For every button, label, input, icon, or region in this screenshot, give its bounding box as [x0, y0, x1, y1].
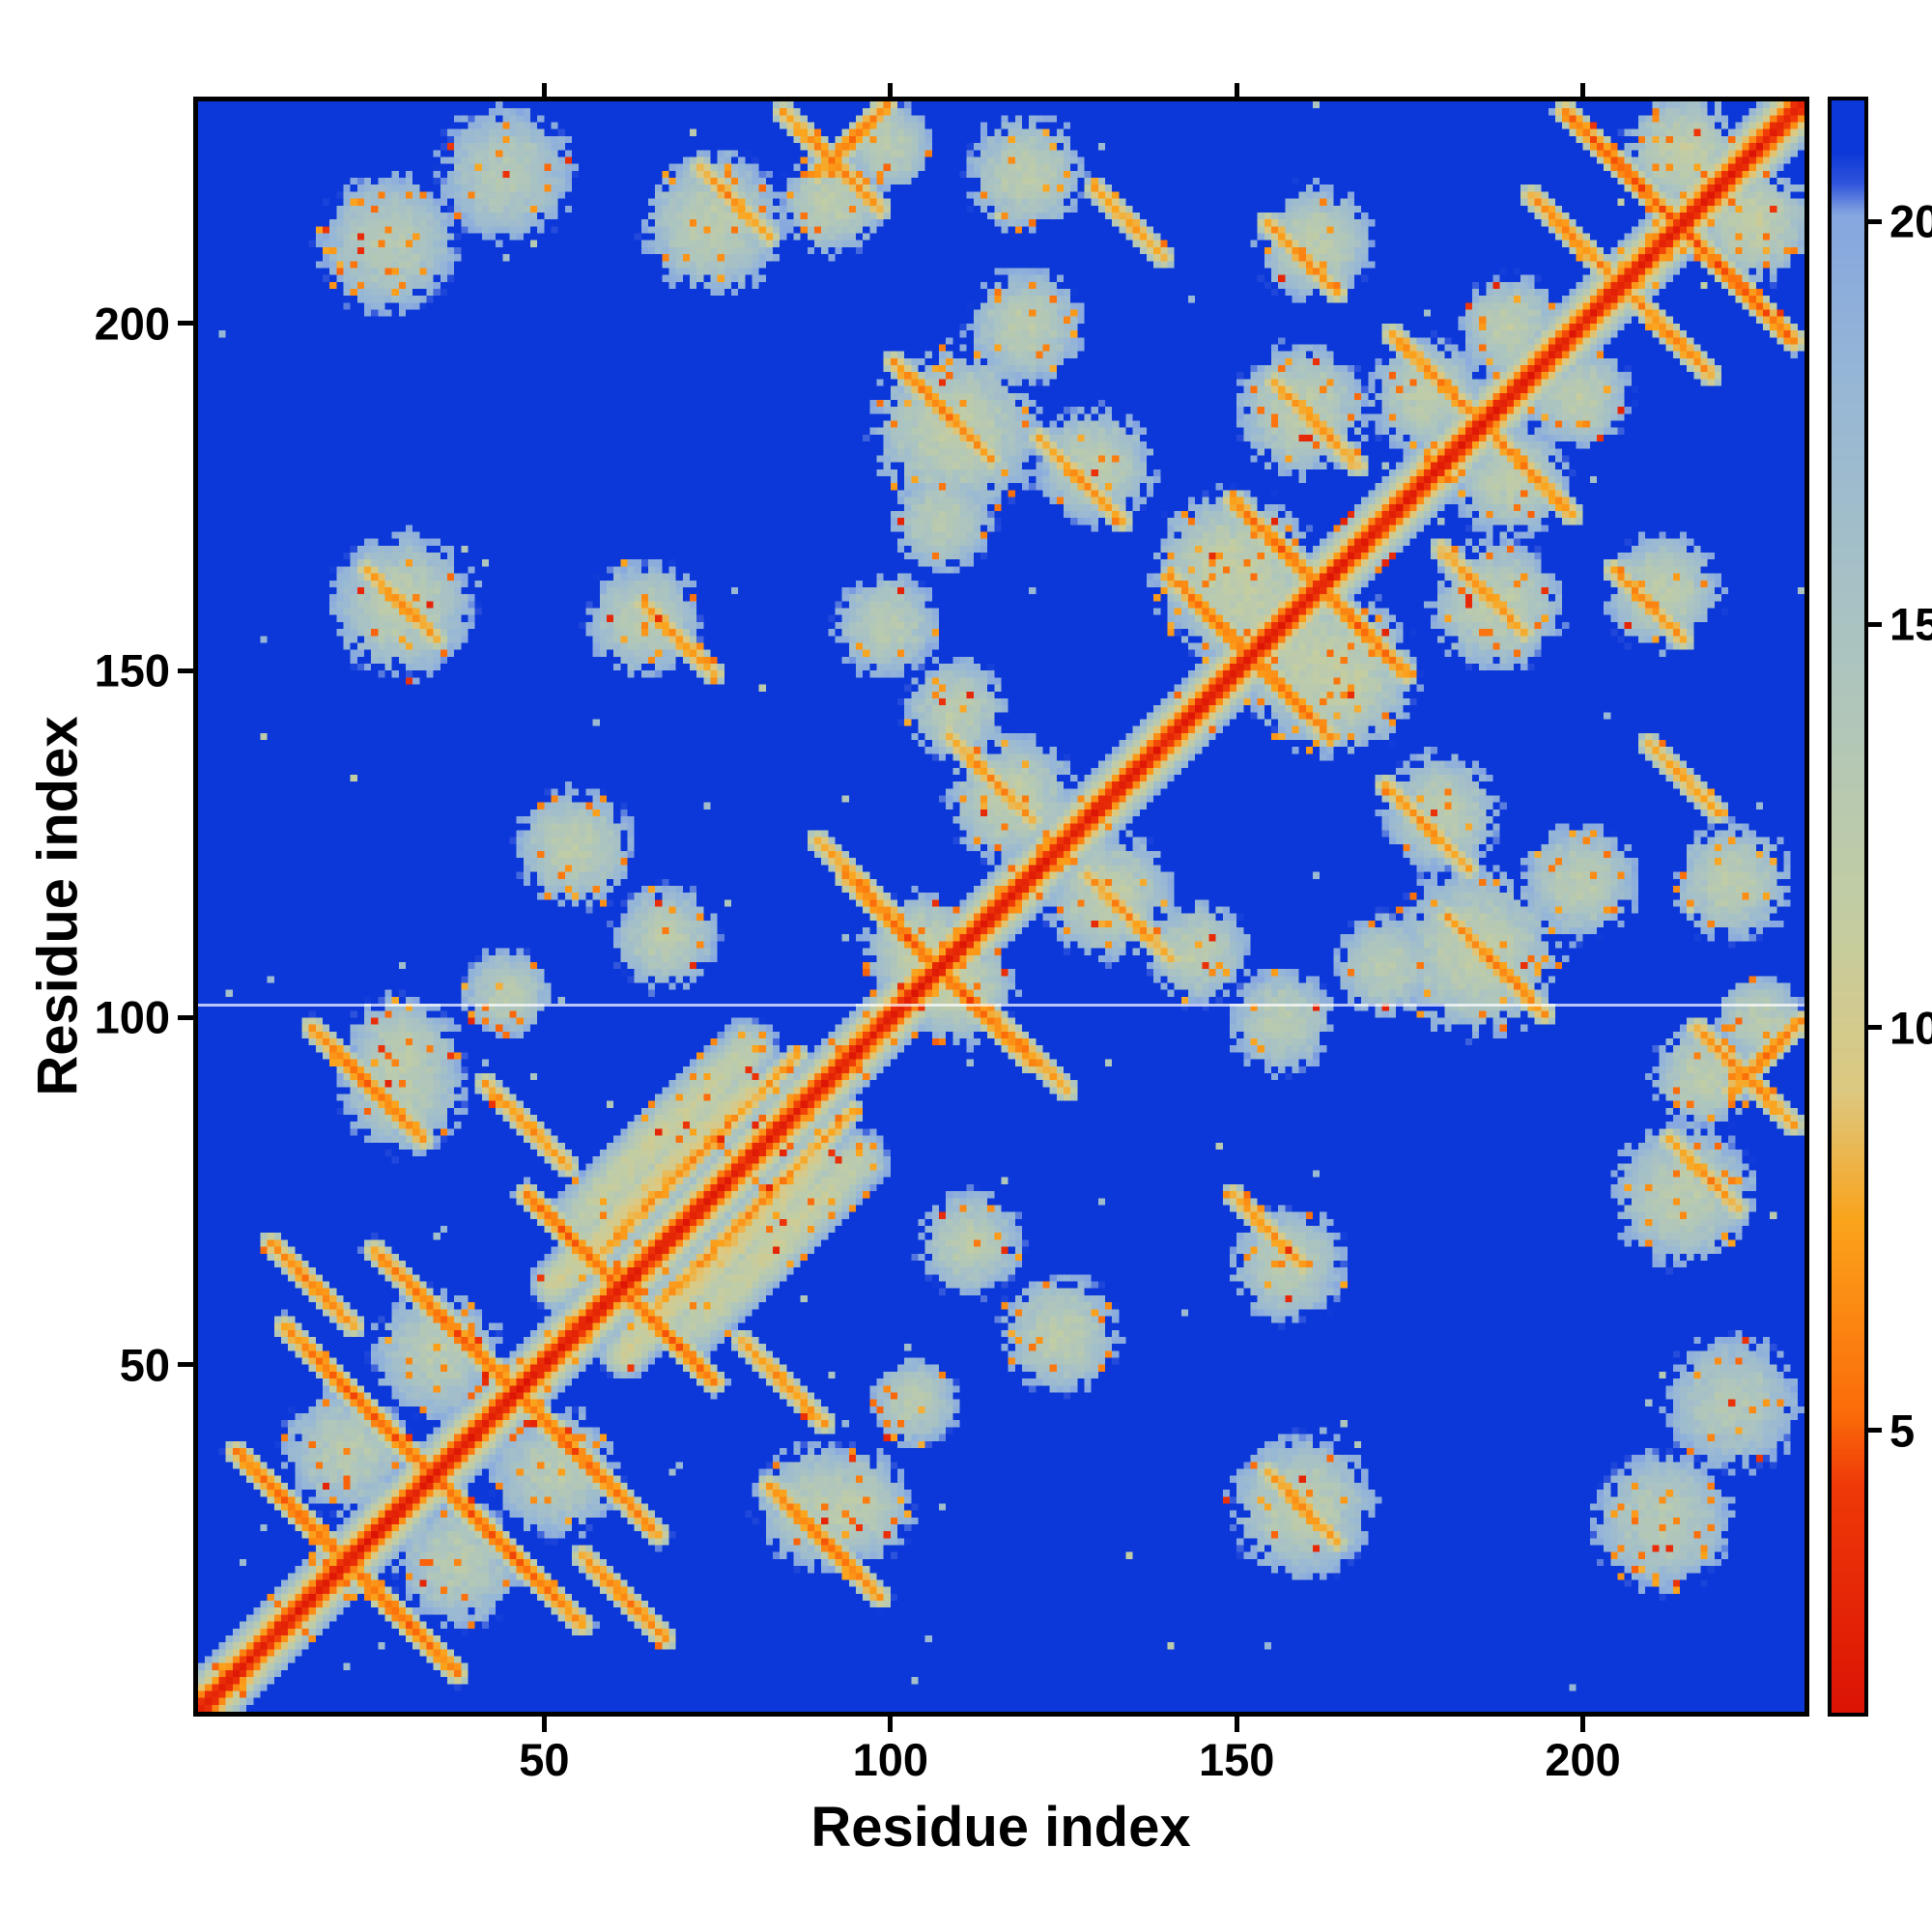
colorbar-canvas: [1832, 100, 1864, 1713]
y-tick-mark: [178, 668, 193, 673]
x-tick-label: 50: [519, 1734, 570, 1785]
x-top-tick-mark: [541, 83, 547, 97]
y-tick-mark: [178, 321, 193, 327]
y-tick-mark: [178, 1362, 193, 1368]
x-top-tick-mark: [1580, 83, 1586, 97]
colorbar-tick-mark: [1868, 621, 1882, 627]
x-tick-mark: [541, 1717, 547, 1732]
x-tick-label: 200: [1545, 1734, 1621, 1785]
colorbar-tick-mark: [1868, 1025, 1882, 1031]
colorbar: [1828, 97, 1868, 1717]
y-axis-title: Residue index: [26, 716, 90, 1096]
x-tick-label: 100: [852, 1734, 929, 1785]
x-top-tick-mark: [1234, 83, 1239, 97]
colorbar-tick-mark: [1868, 1428, 1882, 1434]
colorbar-tick-label: 20: [1889, 195, 1932, 247]
y-tick-label: 200: [94, 298, 170, 350]
x-tick-mark: [1580, 1717, 1586, 1732]
plot-area: [193, 97, 1809, 1717]
y-tick-label: 50: [119, 1339, 170, 1391]
y-tick-label: 150: [94, 644, 170, 696]
x-tick-mark: [1234, 1717, 1239, 1732]
colorbar-tick-label: 5: [1889, 1405, 1916, 1457]
x-tick-mark: [888, 1717, 894, 1732]
y-tick-mark: [178, 1014, 193, 1020]
heatmap-canvas: [198, 101, 1804, 1712]
colorbar-tick-mark: [1868, 218, 1882, 224]
x-top-tick-mark: [888, 83, 894, 97]
colorbar-tick-label: 10: [1889, 1002, 1932, 1054]
colorbar-tick-label: 15: [1889, 598, 1932, 650]
x-axis-title: Residue index: [810, 1796, 1191, 1859]
x-tick-label: 150: [1198, 1734, 1275, 1785]
